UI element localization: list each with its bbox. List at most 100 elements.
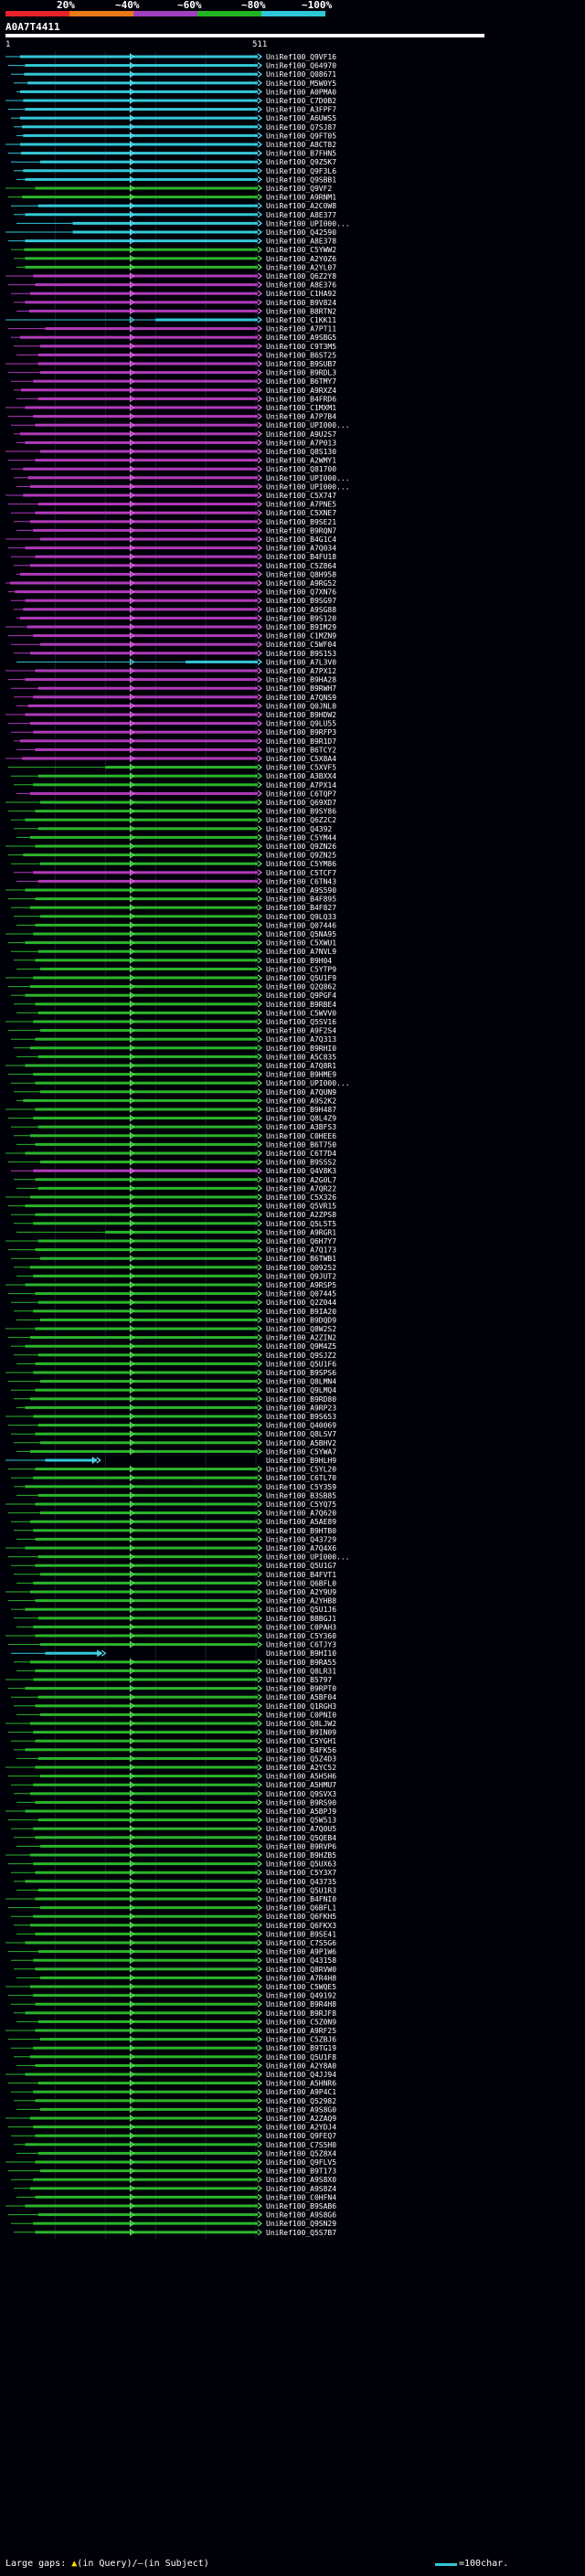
- hit-row[interactable]: UniRef100_Q5L5T5: [14, 1219, 336, 1228]
- hit-row[interactable]: UniRef100_B9HTB0: [14, 1526, 336, 1535]
- hit-label[interactable]: UniRef100_B9HA28: [266, 676, 336, 684]
- hit-bar[interactable]: [37, 1239, 258, 1243]
- hit-label[interactable]: UniRef100_Q9M4Z5: [266, 1342, 336, 1351]
- hit-label[interactable]: UniRef100_B9DQD9: [266, 1316, 336, 1324]
- hit-label[interactable]: UniRef100_Q69XD7: [266, 799, 336, 807]
- hit-bar[interactable]: [39, 2038, 258, 2041]
- hit-label[interactable]: UniRef100_C5WF04: [266, 641, 336, 649]
- hit-row[interactable]: UniRef100_UPI000...: [11, 421, 350, 429]
- hit-label[interactable]: UniRef100_A7QR22: [266, 1184, 336, 1193]
- hit-row[interactable]: UniRef100_B9RPT0: [8, 1685, 336, 1693]
- hit-bar[interactable]: [35, 2002, 259, 2006]
- hit-row[interactable]: UniRef100_B9RVP6: [16, 1842, 336, 1850]
- hit-row[interactable]: UniRef100_B9S153: [14, 650, 336, 658]
- hit-bar[interactable]: [25, 1880, 259, 1883]
- hit-label[interactable]: UniRef100_Q9SBB1: [266, 175, 336, 184]
- hit-bar[interactable]: [25, 1151, 259, 1155]
- hit-bar[interactable]: [35, 2160, 259, 2164]
- hit-bar[interactable]: [35, 1669, 259, 1672]
- hit-label[interactable]: UniRef100_Q9VF2: [266, 185, 332, 193]
- hit-bar[interactable]: [33, 1169, 259, 1172]
- hit-bar[interactable]: [33, 1958, 259, 1962]
- hit-bar[interactable]: [35, 423, 259, 427]
- hit-label[interactable]: UniRef100_A9P4C1: [266, 2088, 336, 2096]
- hit-row[interactable]: UniRef100_B3SB85: [16, 1491, 336, 1500]
- hit-row[interactable]: UniRef100_A2ZAQ9: [5, 2115, 336, 2123]
- hit-row[interactable]: UniRef100_A3BXX4: [11, 772, 336, 780]
- hit-bar[interactable]: [39, 160, 258, 164]
- hit-row[interactable]: UniRef100_A8E376: [8, 281, 336, 290]
- hit-row[interactable]: UniRef100_C5Y3X7: [11, 1869, 336, 1877]
- hit-row[interactable]: UniRef100_A9RP23: [16, 1404, 336, 1412]
- hit-label[interactable]: UniRef100_Q52982: [266, 2097, 336, 2105]
- hit-row[interactable]: UniRef100_Q9M4Z5: [11, 1342, 336, 1351]
- hit-label[interactable]: UniRef100_B4FVT1: [266, 1571, 336, 1579]
- hit-bar[interactable]: [35, 2231, 259, 2234]
- hit-bar[interactable]: [35, 1967, 259, 1971]
- hit-label[interactable]: UniRef100_B9IM29: [266, 623, 336, 631]
- hit-label[interactable]: UniRef100_A7Q4X6: [266, 1544, 336, 1553]
- hit-row[interactable]: UniRef100_Q7SJ87: [14, 122, 336, 132]
- hit-bar[interactable]: [25, 1607, 259, 1611]
- hit-bar[interactable]: [29, 1397, 258, 1401]
- hit-bar[interactable]: [35, 2134, 259, 2137]
- hit-row[interactable]: UniRef100_Q8RVW0: [14, 1965, 336, 1974]
- hit-bar[interactable]: [19, 116, 258, 120]
- hit-row[interactable]: UniRef100_A5HNR6: [8, 2079, 336, 2088]
- hit-bar[interactable]: [33, 415, 259, 419]
- hit-label[interactable]: UniRef100_C5Z864: [266, 562, 336, 570]
- hit-bar[interactable]: [29, 906, 258, 909]
- hit-label[interactable]: UniRef100_C5X747: [266, 492, 336, 500]
- hit-bar[interactable]: [37, 503, 258, 506]
- hit-bar[interactable]: [35, 1081, 259, 1085]
- hit-bar[interactable]: [19, 616, 258, 620]
- hit-label[interactable]: UniRef100_Q5W513: [266, 1817, 336, 1825]
- hit-label[interactable]: UniRef100_A2G0L7: [266, 1176, 336, 1184]
- hit-bar[interactable]: [35, 1388, 259, 1392]
- hit-bar[interactable]: [35, 923, 259, 927]
- hit-label[interactable]: UniRef100_B9SE41: [266, 1930, 336, 1938]
- hit-bar[interactable]: [105, 1230, 258, 1234]
- hit-label[interactable]: UniRef100_C5YM86: [266, 860, 336, 868]
- hit-bar[interactable]: [37, 1493, 258, 1497]
- hit-bar[interactable]: [25, 1064, 259, 1067]
- hit-label[interactable]: UniRef100_B4F895: [266, 896, 336, 904]
- hit-row[interactable]: UniRef100_Q5U1F6: [16, 1360, 336, 1368]
- hit-label[interactable]: UniRef100_Q9LQ33: [266, 913, 336, 921]
- hit-label[interactable]: UniRef100_A7Q620: [266, 1510, 336, 1518]
- hit-row[interactable]: UniRef100_Q8H958: [16, 570, 336, 578]
- hit-row[interactable]: UniRef100_A3BFS3: [11, 1123, 336, 1131]
- hit-bar[interactable]: [23, 853, 258, 857]
- hit-label[interactable]: UniRef100_Q07445: [266, 1290, 336, 1299]
- hit-label[interactable]: UniRef100_A3FPF7: [266, 106, 336, 114]
- hit-bar[interactable]: [35, 186, 259, 190]
- hit-row[interactable]: UniRef100_C1MZN9: [8, 632, 336, 641]
- hit-label[interactable]: UniRef100_A9RSP5: [266, 1281, 336, 1289]
- hit-label[interactable]: UniRef100_Q5Z8X4: [266, 2149, 336, 2157]
- hit-bar[interactable]: [37, 1011, 258, 1014]
- hit-bar[interactable]: [29, 1722, 258, 1725]
- hit-row[interactable]: UniRef100_Q6H7Y7: [5, 1237, 336, 1246]
- hit-bar[interactable]: [35, 897, 259, 901]
- hit-row[interactable]: UniRef100_B6ST25: [16, 351, 336, 359]
- hit-label[interactable]: UniRef100_A2YHB8: [266, 1597, 336, 1606]
- hit-bar[interactable]: [29, 2187, 258, 2190]
- hit-row[interactable]: UniRef100_B9SSS2: [8, 1159, 336, 1167]
- hit-bar[interactable]: [37, 1186, 258, 1190]
- hit-bar[interactable]: [37, 879, 258, 883]
- hit-label[interactable]: UniRef100_A7PNE5: [266, 501, 336, 509]
- hit-row[interactable]: UniRef100_A9P1W6: [8, 1947, 336, 1956]
- hit-label[interactable]: UniRef100_B9H04: [266, 957, 332, 965]
- hit-label[interactable]: UniRef100_A5HNR6: [266, 2080, 336, 2088]
- hit-bar[interactable]: [39, 1643, 258, 1647]
- hit-bar[interactable]: [39, 345, 258, 348]
- hit-row[interactable]: UniRef100_C6TJY3: [8, 1641, 336, 1649]
- hit-row[interactable]: UniRef100_B9SPS6: [5, 1369, 336, 1377]
- hit-label[interactable]: UniRef100_B9SE21: [266, 518, 336, 526]
- hit-bar[interactable]: [25, 818, 259, 822]
- hit-bar[interactable]: [72, 221, 258, 225]
- hit-row[interactable]: UniRef100_A8E378: [8, 237, 336, 246]
- hit-bar[interactable]: [23, 467, 258, 471]
- hit-bar[interactable]: [25, 941, 259, 945]
- hit-label[interactable]: UniRef100_B4G1C4: [266, 535, 336, 544]
